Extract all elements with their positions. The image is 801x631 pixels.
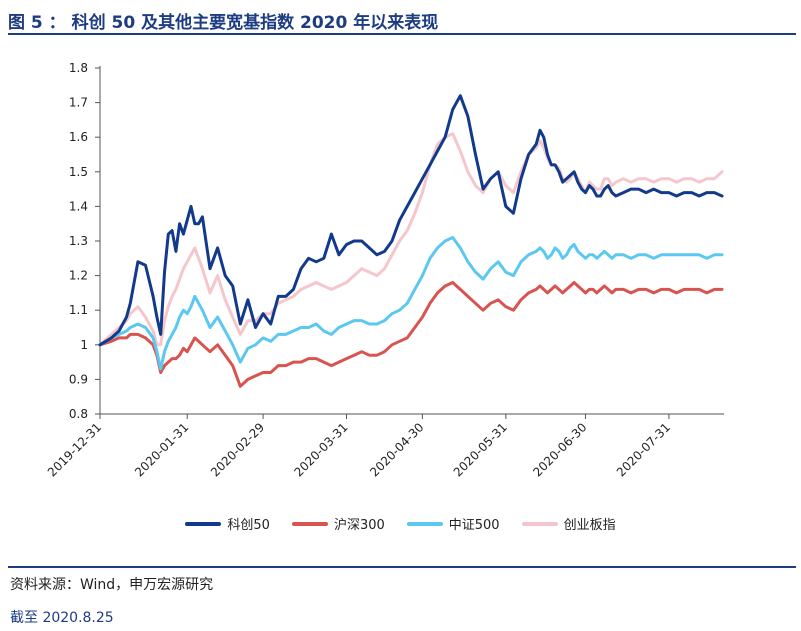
legend-swatch-hs300 — [291, 521, 328, 526]
legend-label-hs300: 沪深300 — [333, 518, 385, 533]
y-tick-label: 1.2 — [69, 269, 88, 283]
legend-item-zz500: 中证500 — [406, 514, 500, 533]
x-tick-label: 2020-04-30 — [367, 420, 426, 479]
y-tick-label: 1.1 — [69, 303, 88, 317]
y-tick-label: 1.4 — [69, 199, 88, 213]
y-tick-label: 1.3 — [69, 234, 88, 248]
legend-swatch-kc50 — [185, 521, 222, 526]
series-line-hs300 — [98, 281, 724, 388]
legend-label-kc50: 科创50 — [227, 518, 270, 533]
y-tick-label: 0.8 — [69, 407, 88, 421]
page-title: 图 5 ： 科创 50 及其他主要宽基指数 2020 年以来表现 — [8, 13, 439, 33]
x-tick-label: 2019-12-31 — [45, 420, 104, 479]
legend-item-cyb: 创业板指 — [521, 514, 616, 533]
title-rule — [8, 33, 796, 35]
date-note: 截至 2020.8.25 — [10, 610, 114, 626]
y-tick-label: 0.9 — [69, 372, 88, 386]
legend-item-kc50: 科创50 — [185, 514, 270, 533]
y-tick-label: 1.8 — [69, 61, 88, 75]
legend-item-hs300: 沪深300 — [291, 514, 385, 533]
legend-swatch-cyb — [521, 521, 558, 526]
series-line-cyb — [98, 132, 724, 347]
y-tick-label: 1.7 — [69, 96, 88, 110]
series-line-zz500 — [98, 236, 724, 371]
x-tick-label: 2020-03-31 — [291, 420, 350, 479]
y-tick-label: 1.6 — [69, 130, 88, 144]
x-tick-label: 2020-01-31 — [132, 420, 191, 479]
x-tick-label: 2020-02-29 — [208, 420, 267, 479]
x-tick-label: 2020-06-30 — [530, 420, 589, 479]
legend: 科创50 沪深300 中证500 创业板指 — [0, 514, 801, 533]
legend-label-zz500: 中证500 — [448, 518, 500, 533]
x-tick-label: 2020-05-31 — [451, 420, 510, 479]
x-tick-label: 2020-07-31 — [614, 420, 673, 479]
y-tick-label: 1.5 — [69, 165, 88, 179]
source-note: 资料来源：Wind，申万宏源研究 — [10, 577, 214, 593]
legend-swatch-zz500 — [406, 521, 443, 526]
line-chart: 1.8 1.7 1.6 1.5 1.4 1.3 1.2 1.1 1 0.9 0.82019-12-3… — [45, 61, 724, 479]
series-line-kc50 — [98, 94, 724, 347]
y-tick-label: 1 — [80, 338, 88, 352]
legend-label-cyb: 创业板指 — [563, 518, 616, 533]
footer-rule — [8, 566, 796, 568]
